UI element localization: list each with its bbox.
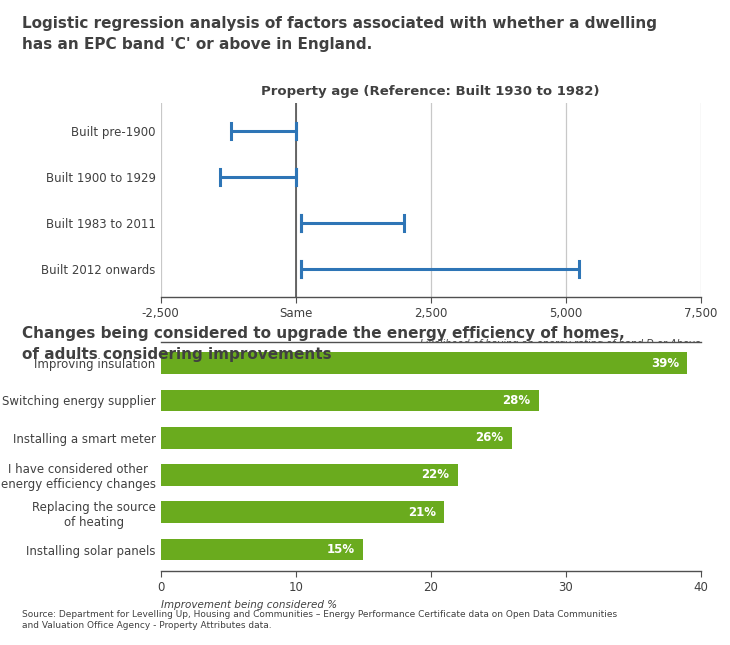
Text: 15%: 15%	[327, 543, 355, 556]
Text: Source: Department for Levelling Up, Housing and Communities – Energy Performanc: Source: Department for Levelling Up, Hou…	[22, 610, 617, 630]
Text: 28%: 28%	[502, 394, 531, 407]
Bar	[161, 427, 512, 448]
Bar	[161, 352, 688, 374]
Text: Changes being considered to upgrade the energy efficiency of homes,
of adults co: Changes being considered to upgrade the …	[22, 326, 625, 362]
Text: Likelihood of having an energy rating of band D or Above: Likelihood of having an energy rating of…	[420, 339, 701, 350]
Text: Logistic regression analysis of factors associated with whether a dwelling
has a: Logistic regression analysis of factors …	[22, 16, 657, 52]
Bar	[161, 390, 539, 412]
Title: Property age (Reference: Built 1930 to 1982): Property age (Reference: Built 1930 to 1…	[261, 85, 600, 98]
Text: 22%: 22%	[422, 468, 450, 481]
Bar	[161, 539, 363, 561]
Bar	[161, 464, 458, 486]
X-axis label: Improvement being considered %: Improvement being considered %	[161, 600, 337, 610]
Text: 26%: 26%	[475, 432, 504, 444]
Text: 21%: 21%	[408, 506, 436, 519]
Text: 39%: 39%	[651, 357, 679, 370]
Bar	[161, 501, 444, 523]
